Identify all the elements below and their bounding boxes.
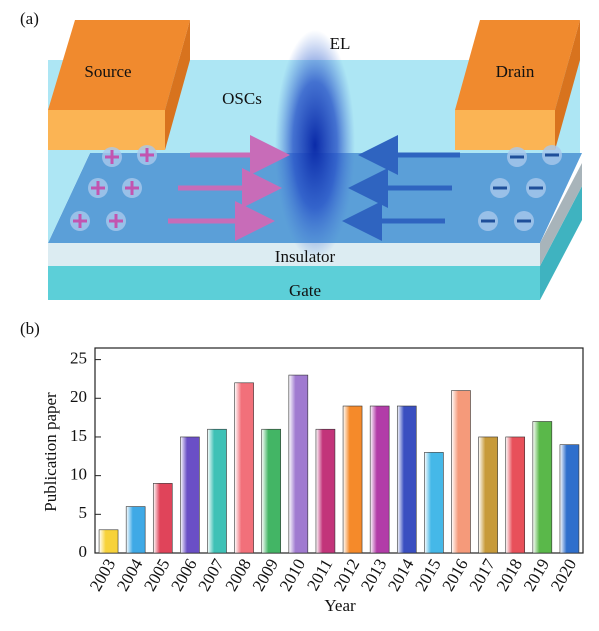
x-tick-label: 2004	[113, 555, 147, 594]
bar	[315, 428, 336, 554]
source-label: Source	[84, 62, 131, 81]
x-tick-label: 2008	[222, 555, 255, 594]
emission-zone	[275, 30, 355, 260]
plus-sign	[140, 148, 154, 162]
bar	[559, 444, 580, 554]
x-tick-label: 2012	[330, 555, 363, 594]
plot-frame	[94, 347, 584, 554]
bar	[125, 506, 146, 554]
x-tick-label: 2015	[411, 555, 444, 594]
gate-side	[540, 186, 582, 300]
y-tick-label: 10	[70, 465, 87, 484]
x-tick-label: 2006	[167, 555, 200, 594]
insulator-side	[540, 163, 582, 266]
drain-side	[555, 20, 580, 150]
y-tick-label: 5	[79, 503, 88, 522]
x-tick-label: 2010	[276, 555, 309, 594]
y-tick-label: 20	[70, 387, 87, 406]
insulator-front	[48, 243, 540, 266]
source-front	[48, 110, 165, 150]
x-tick-label: 2003	[86, 555, 119, 594]
bar	[288, 374, 309, 554]
bar	[152, 483, 173, 554]
insulator-label: Insulator	[275, 247, 336, 266]
el-label: EL	[330, 34, 351, 53]
device-diagram: (a) EL OSCs Source Drain Insulator Gate	[20, 9, 582, 300]
bar	[532, 421, 553, 554]
bar	[342, 405, 363, 554]
source-top	[48, 20, 190, 110]
arrows	[168, 135, 460, 241]
gate-label: Gate	[289, 281, 321, 300]
film-edge	[48, 153, 90, 243]
gate-front	[48, 266, 540, 300]
bar	[261, 428, 282, 554]
x-tick-label: 2011	[303, 555, 336, 593]
source-side	[165, 20, 190, 150]
drain-label: Drain	[496, 62, 535, 81]
bar	[505, 436, 526, 554]
y-tick-label: 0	[79, 542, 88, 561]
x-tick-label: 2009	[249, 555, 282, 594]
bar	[369, 405, 390, 554]
y-axis-title: Publication paper	[41, 392, 60, 512]
x-tick-label: 2020	[547, 555, 580, 594]
plus-sign	[91, 181, 105, 195]
drain-top	[455, 20, 580, 110]
charges	[70, 145, 562, 231]
x-tick-label: 2018	[493, 555, 526, 594]
plus-sign	[73, 214, 87, 228]
bar	[98, 529, 119, 554]
bar	[234, 382, 254, 554]
panel-label: (b)	[20, 319, 40, 338]
x-tick-label: 2005	[140, 555, 173, 594]
plus-sign	[105, 150, 119, 164]
panel-label: (a)	[20, 9, 39, 28]
plus-sign	[125, 181, 139, 195]
x-tick-label: 2019	[520, 555, 553, 594]
plus-sign	[109, 214, 123, 228]
y-tick-label: 15	[70, 426, 87, 445]
x-tick-label: 2017	[466, 555, 500, 594]
drain-front	[455, 110, 555, 150]
x-axis-title: Year	[324, 596, 356, 615]
y-tick-label: 25	[70, 349, 87, 368]
bar	[478, 436, 498, 554]
bar	[424, 452, 444, 554]
bar-chart: (b) Year Publication paper 0 5 10 15 20 25 200…	[20, 319, 584, 615]
bar	[396, 405, 417, 554]
x-tick-label: 2013	[357, 555, 390, 594]
bar	[451, 390, 471, 554]
osc-label: OSCs	[222, 89, 262, 108]
bar	[180, 436, 200, 554]
x-tick-label: 2014	[384, 555, 418, 594]
x-tick-label: 2007	[194, 555, 228, 594]
x-tick-label: 2016	[438, 555, 471, 594]
bar	[207, 428, 227, 554]
